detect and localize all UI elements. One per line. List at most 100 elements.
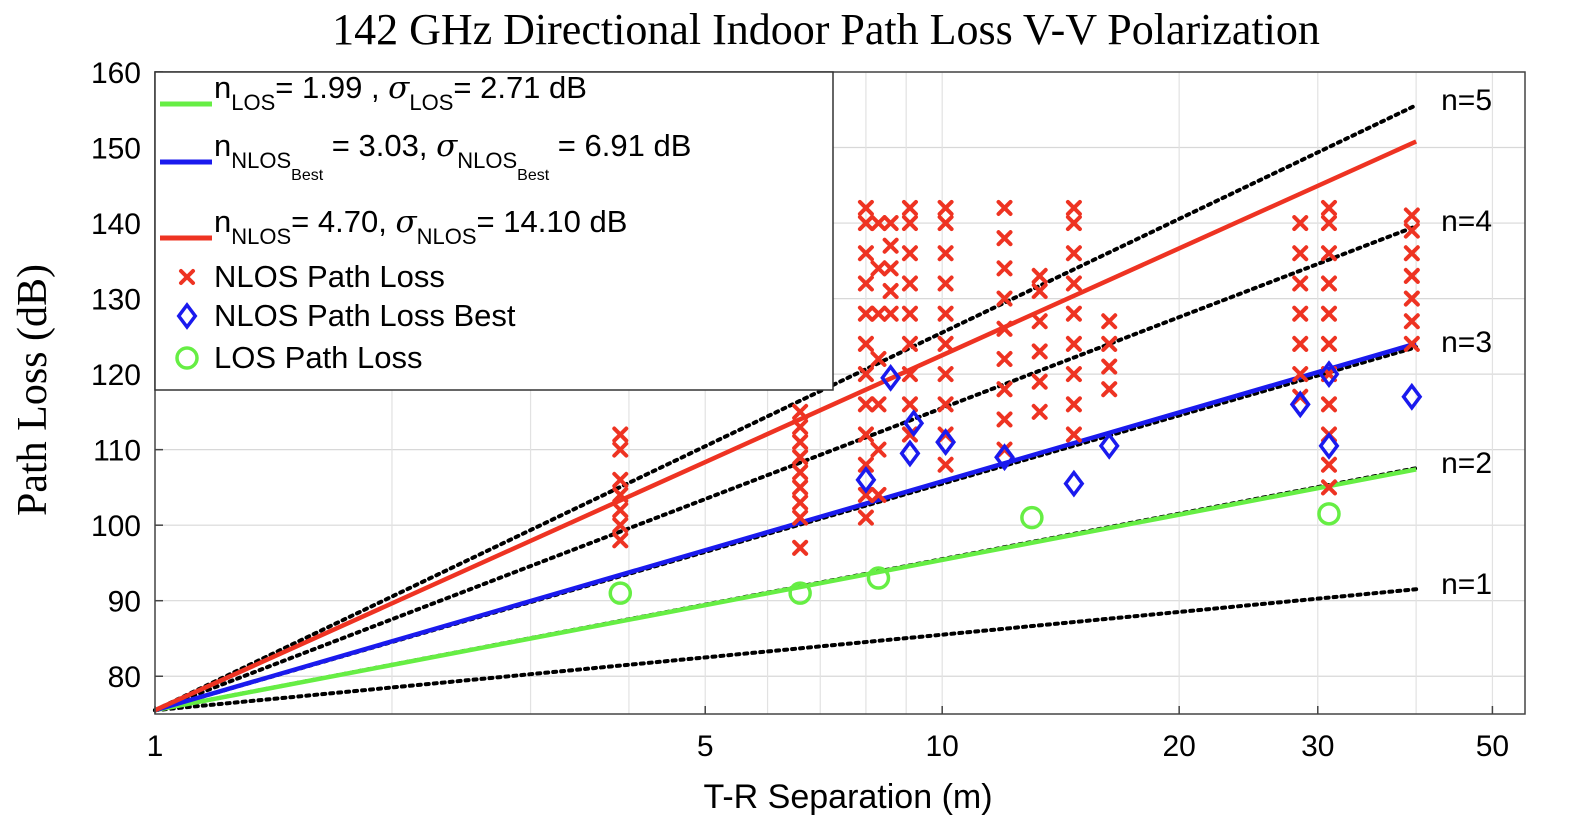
data-point <box>1403 335 1420 352</box>
data-point <box>937 215 954 232</box>
data-point <box>792 509 809 526</box>
data-point <box>1403 290 1420 307</box>
legend-entry-nlos: nNLOS= 4.70, σNLOS= 14.10 dB <box>214 204 627 249</box>
data-point <box>1031 313 1048 330</box>
data-point <box>1063 469 1085 498</box>
data-point <box>788 581 812 605</box>
data-point <box>882 237 899 254</box>
label-n-4: n=4 <box>1441 205 1492 238</box>
y-tick-label: 90 <box>108 586 141 619</box>
fit-line <box>154 341 1417 713</box>
data-point <box>996 320 1013 337</box>
y-tick-label: 80 <box>108 661 141 694</box>
data-point <box>1289 390 1311 419</box>
reference-line-n-5 <box>153 103 1419 713</box>
data-point <box>1031 343 1048 360</box>
data-point <box>937 199 954 216</box>
data-point <box>857 486 874 503</box>
data-point <box>870 441 887 458</box>
legend-entry-los: nLOS= 1.99 , σLOS= 2.71 dB <box>214 70 587 115</box>
data-point <box>857 275 874 292</box>
data-point <box>1320 456 1337 473</box>
data-point <box>792 418 809 435</box>
label-n-5: n=5 <box>1441 84 1492 117</box>
data-point <box>857 509 874 526</box>
data-point <box>880 363 902 392</box>
data-point <box>1320 305 1337 322</box>
data-point <box>792 539 809 556</box>
data-point <box>857 305 874 322</box>
data-point <box>1292 215 1309 232</box>
series-nlos-path-loss-best <box>855 360 1423 498</box>
data-point <box>937 275 954 292</box>
data-point <box>1401 382 1423 411</box>
data-point <box>937 366 954 383</box>
data-point <box>1403 313 1420 330</box>
data-point <box>899 439 921 468</box>
data-point <box>1101 313 1118 330</box>
data-point <box>901 426 918 443</box>
data-point <box>996 290 1013 307</box>
data-point <box>901 396 918 413</box>
data-point <box>937 305 954 322</box>
data-point <box>1320 215 1337 232</box>
y-axis-label: Path Loss (dB) <box>10 264 56 516</box>
x-tick-label: 10 <box>926 730 959 763</box>
data-point <box>882 283 899 300</box>
data-point <box>1031 267 1048 284</box>
data-point <box>1403 222 1420 239</box>
data-point <box>857 335 874 352</box>
data-point <box>901 366 918 383</box>
data-point <box>1318 360 1340 389</box>
data-point <box>1020 505 1044 530</box>
x-tick-label: 1 <box>147 730 164 763</box>
data-point <box>1292 245 1309 262</box>
data-point <box>612 471 629 488</box>
data-point <box>857 199 874 216</box>
data-point <box>857 456 874 473</box>
series-nlos-path-loss <box>612 199 1420 556</box>
data-point <box>1065 275 1082 292</box>
data-point <box>937 456 954 473</box>
data-point <box>792 464 809 481</box>
data-point <box>792 434 809 451</box>
data-point <box>1065 199 1082 216</box>
data-point <box>857 245 874 262</box>
data-point <box>1065 366 1082 383</box>
data-point <box>612 486 629 503</box>
data-point <box>855 465 877 494</box>
data-point <box>1098 431 1120 460</box>
data-point <box>901 335 918 352</box>
data-point <box>870 396 887 413</box>
reference-line-n-1 <box>153 587 1419 713</box>
legend-entry-nlosbest: nNLOSBest = 3.03, σNLOSBest = 6.91 dB <box>214 128 691 184</box>
data-point <box>996 411 1013 428</box>
data-point <box>1403 245 1420 262</box>
data-point <box>608 581 633 605</box>
data-point <box>1320 396 1337 413</box>
fit-line <box>154 139 1418 713</box>
data-point <box>1065 335 1082 352</box>
data-point <box>870 351 887 368</box>
legend-marker-nlosbest-pts <box>176 302 198 330</box>
data-point <box>1031 283 1048 300</box>
x-tick-label: 30 <box>1301 730 1334 763</box>
legend-entry-nlosbest-pts: NLOS Path Loss Best <box>214 298 516 333</box>
data-point <box>857 396 874 413</box>
reference-line-n-4 <box>153 224 1419 713</box>
data-point <box>866 566 891 590</box>
data-point <box>1292 335 1309 352</box>
label-n-2: n=2 <box>1441 447 1492 480</box>
data-point <box>901 215 918 232</box>
x-tick-label: 20 <box>1162 730 1195 763</box>
data-point <box>870 215 887 232</box>
data-point <box>1065 245 1082 262</box>
data-point <box>996 199 1013 216</box>
data-point <box>882 305 899 322</box>
x-axis-label: T-R Separation (m) <box>703 778 992 816</box>
data-points <box>608 199 1423 605</box>
data-point <box>1292 366 1309 383</box>
data-point <box>612 502 629 519</box>
data-point <box>1065 396 1082 413</box>
data-point <box>996 230 1013 247</box>
